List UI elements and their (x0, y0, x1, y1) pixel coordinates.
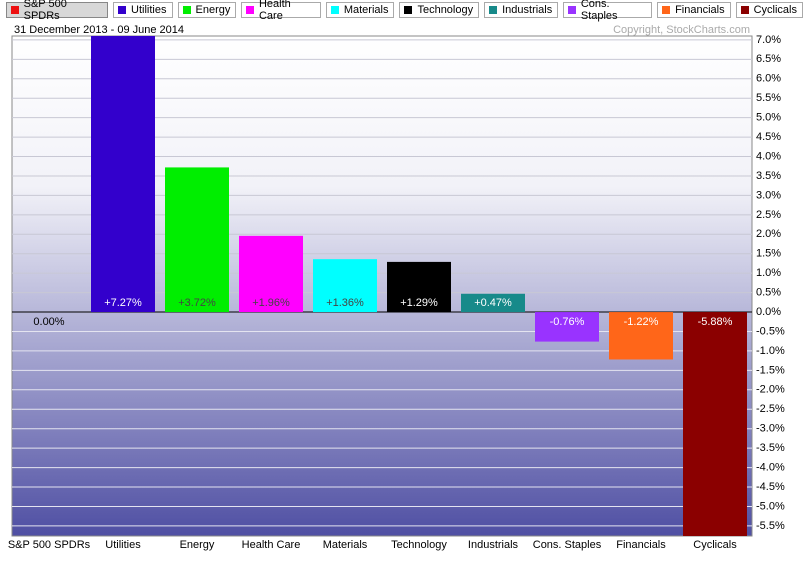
value-label: +1.36% (326, 297, 364, 309)
legend-entry[interactable]: Materials (325, 2, 395, 18)
y-tick-label: 1.5% (756, 248, 781, 260)
subtitle: 31 December 2013 - 09 June 2014 (14, 24, 184, 36)
legend-swatch (182, 6, 191, 14)
value-label: -0.76% (550, 316, 585, 328)
bar (239, 235, 303, 313)
y-tick-label: 7.0% (756, 34, 781, 46)
x-tick-label: Cyclicals (693, 539, 737, 551)
value-label: +1.96% (252, 297, 290, 309)
y-tick-label: -4.0% (756, 461, 785, 473)
bars (91, 36, 747, 536)
value-label: 0.00% (33, 316, 64, 328)
legend: S&P 500 SPDRs Utilities Energy Health Care M… (6, 0, 803, 22)
x-tick-label: Utilities (105, 539, 141, 551)
bar (313, 259, 377, 313)
y-tick-label: -1.5% (756, 364, 785, 376)
legend-swatch (568, 6, 576, 14)
legend-entry[interactable]: Health Care (241, 0, 321, 22)
x-tick-label: Industrials (468, 539, 519, 551)
y-tick-label: 4.5% (756, 131, 781, 143)
copyright: Copyright, StockCharts.com (613, 24, 750, 36)
y-tick-label: 5.5% (756, 92, 781, 104)
legend-entry[interactable]: Industrials (484, 2, 559, 18)
bar (165, 167, 229, 313)
legend-label: Cons. Staples (580, 0, 618, 22)
y-tick-label: -1.0% (756, 345, 785, 357)
legend-entry[interactable]: Energy (177, 2, 237, 18)
y-tick-label: -2.0% (756, 384, 785, 396)
legend-label: Technology (417, 4, 474, 16)
legend-label: S&P 500 SPDRs (23, 0, 67, 22)
value-label: +3.72% (178, 297, 216, 309)
value-label: -1.22% (624, 316, 659, 328)
x-tick-label: Cons. Staples (533, 539, 602, 551)
x-tick-label: S&P 500 SPDRs (8, 539, 91, 551)
bar (461, 293, 525, 313)
y-tick-label: -0.5% (756, 325, 785, 337)
legend-label: Materials (343, 4, 389, 16)
bar (91, 36, 155, 313)
y-tick-label: 5.0% (756, 112, 781, 124)
legend-swatch (11, 6, 19, 14)
y-tick-label: 3.0% (756, 189, 781, 201)
y-tick-label: 6.0% (756, 73, 781, 85)
y-tick-label: -3.0% (756, 423, 785, 435)
y-tick-label: 2.0% (756, 228, 781, 240)
legend-entry[interactable]: Technology (399, 2, 480, 18)
y-tick-label: 3.5% (756, 170, 781, 182)
legend-entry[interactable]: Utilities (113, 2, 173, 18)
value-label: +1.29% (400, 297, 438, 309)
y-tick-label: -5.0% (756, 500, 785, 512)
bar (683, 312, 747, 536)
legend-entry[interactable]: Cyclicals (735, 2, 803, 18)
legend-entry[interactable]: S&P 500 SPDRs (6, 0, 109, 22)
value-label: -5.88% (698, 316, 733, 328)
legend-swatch (489, 6, 498, 14)
legend-swatch (246, 6, 254, 14)
bar (609, 312, 673, 360)
value-label: +0.47% (474, 297, 512, 309)
x-tick-label: Technology (391, 539, 447, 551)
value-label: +7.27% (104, 297, 142, 309)
legend-swatch (740, 6, 749, 14)
bar (535, 312, 599, 342)
y-tick-label: 0.0% (756, 306, 781, 318)
legend-label: Energy (195, 4, 231, 16)
y-tick-label: 2.5% (756, 209, 781, 221)
x-tick-label: Materials (323, 539, 368, 551)
legend-swatch (118, 6, 127, 14)
x-tick-label: Financials (616, 539, 666, 551)
legend-label: Health Care (258, 0, 291, 22)
legend-entry[interactable]: Cons. Staples (563, 0, 653, 22)
y-tick-label: -2.5% (756, 403, 785, 415)
y-tick-label: -4.5% (756, 481, 785, 493)
legend-label: Cyclicals (753, 4, 797, 16)
legend-label: Utilities (131, 4, 167, 16)
x-tick-label: Health Care (242, 539, 301, 551)
legend-label: Industrials (502, 4, 553, 16)
legend-swatch (662, 6, 671, 14)
bar (387, 261, 451, 313)
legend-entry[interactable]: Financials (657, 2, 731, 18)
y-tick-label: -3.5% (756, 442, 785, 454)
y-tick-label: 4.0% (756, 150, 781, 162)
legend-swatch (330, 6, 339, 14)
y-tick-label: 0.5% (756, 287, 781, 299)
x-tick-label: Energy (180, 539, 215, 551)
y-tick-label: -5.5% (756, 520, 785, 532)
legend-swatch (404, 6, 413, 14)
y-tick-label: 6.5% (756, 53, 781, 65)
legend-label: Financials (675, 4, 725, 16)
y-tick-label: 1.0% (756, 267, 781, 279)
